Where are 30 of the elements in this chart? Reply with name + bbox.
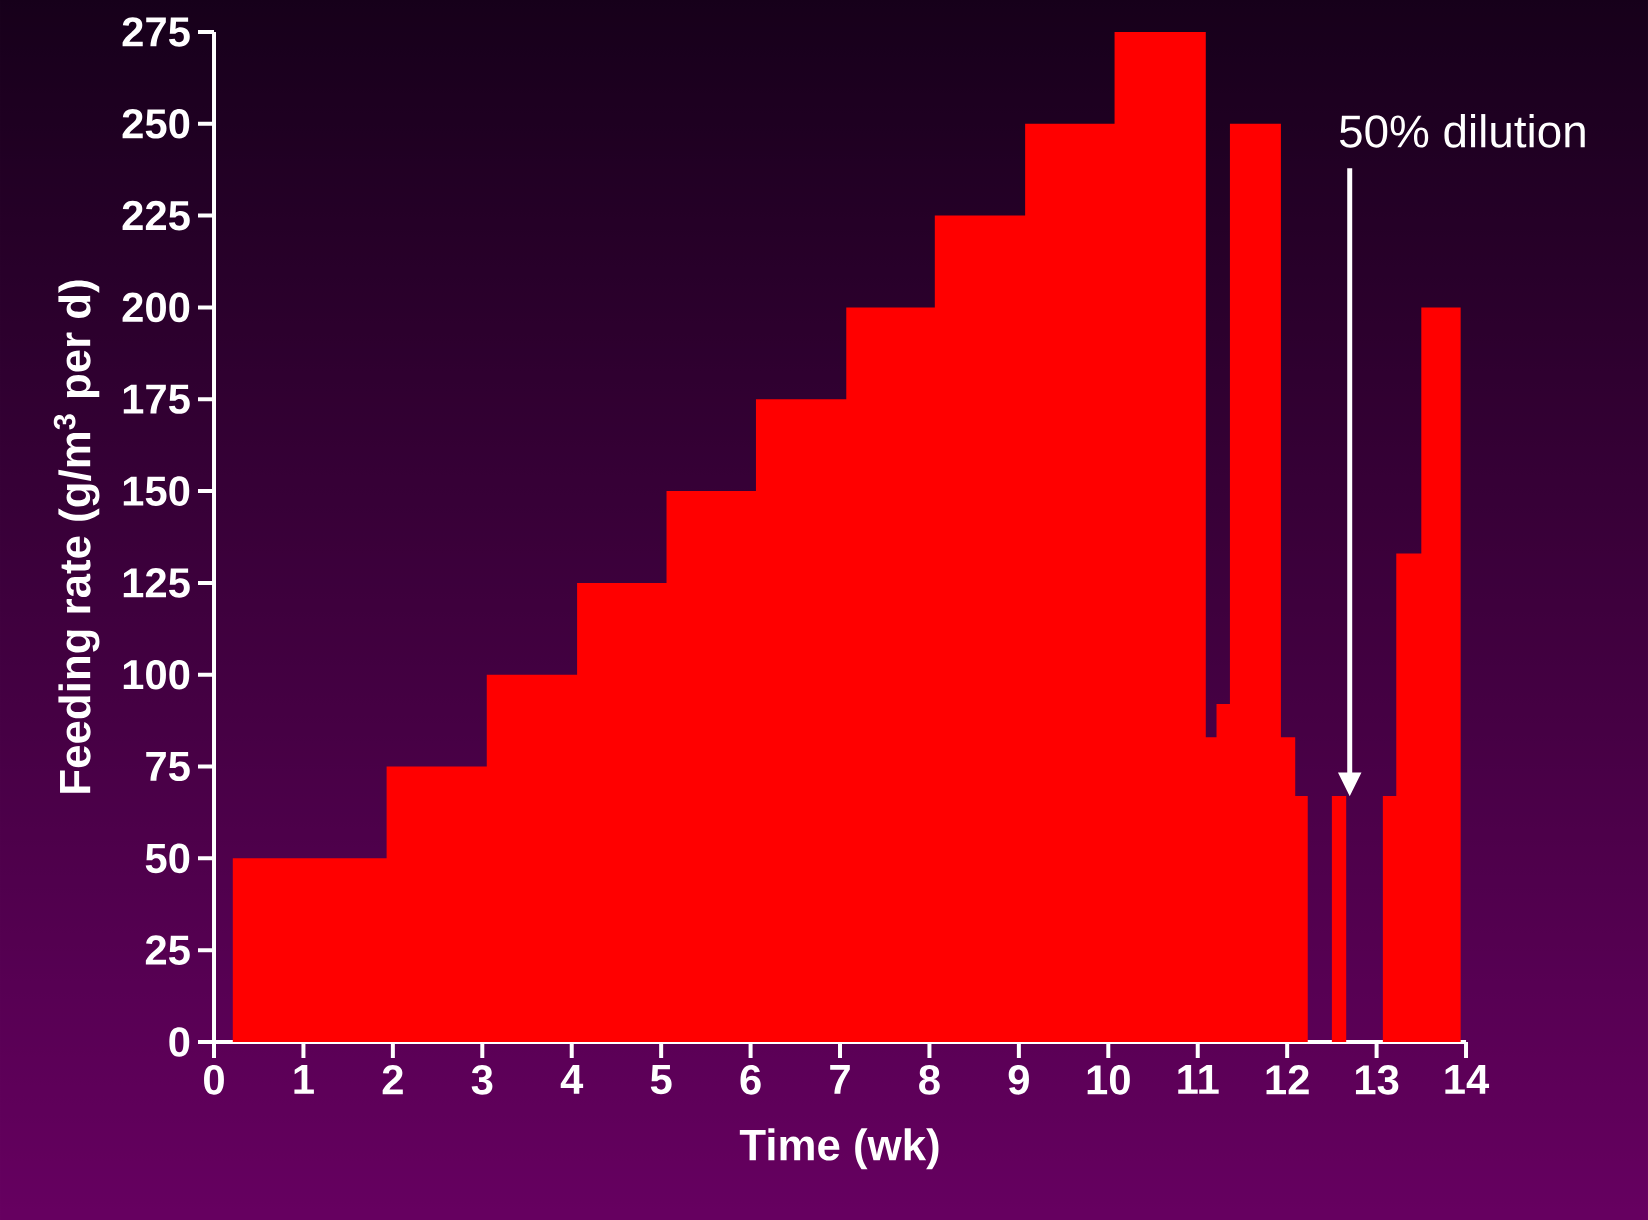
x-axis-title: Time (wk)	[739, 1128, 939, 1170]
x-tick-label: 6	[740, 1065, 761, 1095]
x-tick-label: 2	[382, 1065, 403, 1095]
y-tick-label: 75	[146, 751, 190, 782]
x-tick-label: 14	[1445, 1065, 1490, 1094]
x-tick-label: 4	[560, 1065, 584, 1094]
x-tick-label: 5	[650, 1065, 672, 1095]
y-tick-label: 275	[122, 17, 190, 47]
y-tick-label: 150	[123, 476, 190, 506]
x-tick-label: 13	[1355, 1065, 1399, 1095]
x-tick-label: 9	[1008, 1065, 1029, 1095]
x-tick-label: 8	[919, 1065, 940, 1095]
annotation: 50% dilution	[1339, 114, 1585, 148]
y-tick-label: 100	[123, 659, 190, 690]
y-tick-label: 250	[122, 108, 190, 139]
x-tick-label: 11	[1178, 1065, 1219, 1094]
y-tick-label: 0	[169, 1027, 190, 1057]
x-tick-label: 1	[294, 1065, 314, 1094]
x-tick-label: 3	[471, 1065, 493, 1095]
x-tick-label: 10	[1087, 1065, 1130, 1095]
y-tick-label: 225	[122, 200, 190, 231]
y-tick-label: 175	[123, 384, 190, 414]
y-axis-title: Feeding rate (g/m$^{3}$ per d)	[53, 280, 100, 793]
x-tick-label: 7	[830, 1065, 850, 1094]
y-tick-label: 125	[123, 568, 190, 598]
y-tick-label: 25	[145, 935, 190, 965]
x-tick-label: 0	[204, 1065, 224, 1095]
y-tick-label: 50	[145, 843, 190, 874]
y-tick-label: 200	[122, 292, 190, 323]
x-tick-label: 12	[1266, 1065, 1309, 1095]
